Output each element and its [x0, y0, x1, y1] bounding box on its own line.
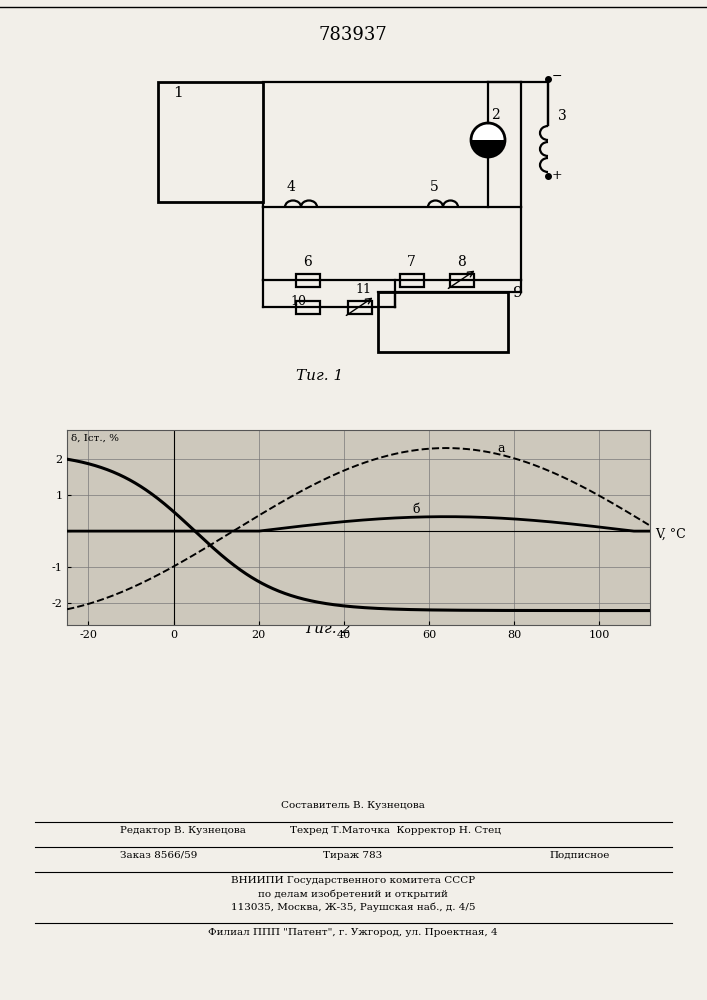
Text: 4: 4: [287, 180, 296, 194]
Text: 5: 5: [430, 180, 439, 194]
Text: 2: 2: [491, 108, 500, 122]
Text: 8: 8: [457, 255, 466, 269]
Text: Составитель В. Кузнецова: Составитель В. Кузнецова: [281, 801, 425, 810]
Text: 11: 11: [355, 283, 371, 296]
Circle shape: [471, 123, 505, 157]
Text: δ, Iст., %: δ, Iст., %: [71, 434, 119, 443]
Bar: [158, 82, 263, 202]
Text: Τиг. 1: Τиг. 1: [296, 369, 344, 383]
Text: 9: 9: [513, 286, 522, 300]
Wedge shape: [471, 140, 505, 157]
Text: Редактор В. Кузнецова: Редактор В. Кузнецова: [120, 826, 246, 835]
Text: 1: 1: [173, 86, 182, 100]
Text: V, °C: V, °C: [655, 528, 686, 541]
Text: Подписное: Подписное: [550, 851, 610, 860]
Bar: [450, 273, 474, 286]
Text: 6: 6: [303, 255, 312, 269]
Text: 3: 3: [558, 109, 567, 123]
Text: 7: 7: [407, 255, 416, 269]
Text: −: −: [552, 70, 563, 83]
Text: 783937: 783937: [319, 26, 387, 44]
Text: Τиг. 2: Τиг. 2: [305, 622, 351, 636]
Text: Техред Т.Маточка  Корректор Н. Стец: Техред Т.Маточка Корректор Н. Стец: [289, 826, 501, 835]
Text: Тираж 783: Тираж 783: [323, 851, 382, 860]
Text: 113035, Москва, Ж-35, Раушская наб., д. 4/5: 113035, Москва, Ж-35, Раушская наб., д. …: [230, 902, 475, 912]
Text: Заказ 8566/59: Заказ 8566/59: [120, 851, 197, 860]
Bar: [400, 273, 424, 286]
Text: +: +: [552, 169, 563, 182]
Bar: [378, 292, 508, 352]
Text: ВНИИПИ Государственного комитета СССР: ВНИИПИ Государственного комитета СССР: [231, 876, 475, 885]
Text: б: б: [412, 503, 419, 516]
Bar: [296, 273, 320, 286]
Text: Филиал ППП "Патент", г. Ужгород, ул. Проектная, 4: Филиал ППП "Патент", г. Ужгород, ул. Про…: [208, 928, 498, 937]
Text: a: a: [497, 442, 505, 455]
Text: 10: 10: [290, 295, 306, 308]
Bar: [348, 300, 372, 314]
Bar: [296, 300, 320, 314]
Text: по делам изобретений и открытий: по делам изобретений и открытий: [258, 890, 448, 899]
